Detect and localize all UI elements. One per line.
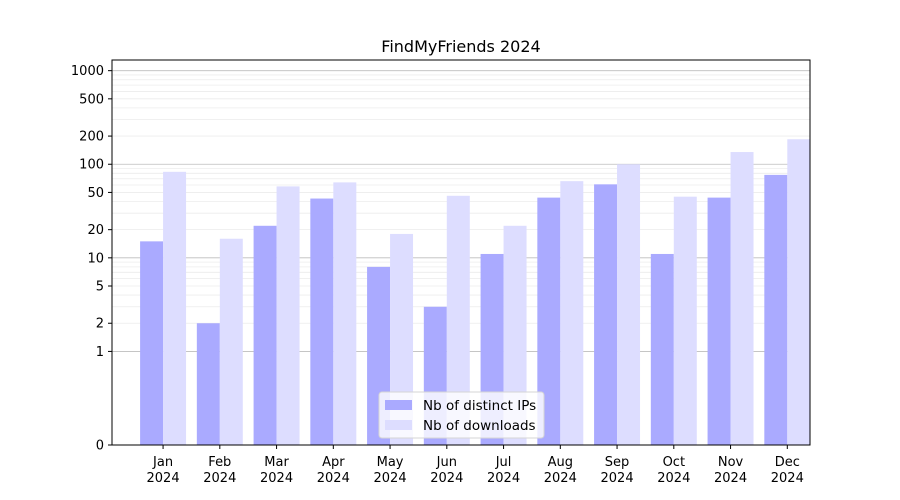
bar-downloads — [276, 186, 300, 445]
y-tick-label: 2 — [96, 317, 104, 332]
x-tick-label-month: Jan — [152, 455, 173, 470]
y-tick-label: 1 — [96, 345, 104, 360]
x-tick-label-month: Apr — [322, 455, 345, 470]
plot-frame — [111, 59, 811, 446]
x-tick-label-month: Feb — [208, 455, 231, 470]
y-tick-label: 100 — [79, 158, 104, 173]
x-tick-label-year: 2024 — [771, 471, 804, 486]
bar-downloads — [333, 182, 357, 445]
bar-distinct-ips — [140, 241, 164, 445]
chart-title: FindMyFriends 2024 — [381, 37, 540, 56]
y-tick-label: 1000 — [71, 64, 104, 79]
bars — [140, 139, 811, 445]
y-axis: 0 1 2 5 10 20 50 100 200 500 1000 — [71, 64, 112, 454]
x-tick-label-month: Jun — [436, 455, 457, 470]
x-tick-label-year: 2024 — [374, 471, 407, 486]
bar-downloads — [673, 196, 697, 445]
x-tick-label-month: Sep — [605, 455, 630, 470]
x-tick-label-year: 2024 — [260, 471, 293, 486]
bar-downloads — [730, 152, 754, 445]
bar-downloads — [787, 139, 811, 445]
y-tick-label: 500 — [79, 92, 104, 107]
x-tick-label-month: May — [377, 455, 404, 470]
legend-label: Nb of downloads — [423, 418, 536, 434]
x-tick-label-year: 2024 — [430, 471, 463, 486]
x-tick-label-year: 2024 — [714, 471, 747, 486]
x-tick-label-month: Nov — [718, 455, 744, 470]
x-tick-label-year: 2024 — [657, 471, 690, 486]
x-tick-label-year: 2024 — [147, 471, 180, 486]
bar-distinct-ips — [707, 197, 731, 445]
bar-distinct-ips — [537, 197, 561, 445]
bar-downloads — [446, 195, 470, 445]
bar-distinct-ips — [764, 174, 788, 445]
bar-distinct-ips — [594, 184, 618, 445]
y-tick-label: 50 — [87, 186, 104, 201]
bar-downloads — [503, 225, 527, 445]
legend-box — [378, 391, 545, 439]
bar-distinct-ips — [253, 225, 277, 445]
x-tick-label-year: 2024 — [317, 471, 350, 486]
x-tick-label-year: 2024 — [544, 471, 577, 486]
y-tick-label: 5 — [96, 280, 104, 295]
bar-distinct-ips — [650, 253, 674, 445]
y-tick-label: 0 — [96, 439, 104, 454]
bar-downloads — [560, 181, 584, 445]
x-tick-label-year: 2024 — [601, 471, 634, 486]
x-tick-label-month: Aug — [548, 455, 573, 470]
legend: Nb of distinct IPs Nb of downloads — [378, 391, 545, 439]
y-tick-label: 20 — [87, 223, 104, 238]
x-tick-label-year: 2024 — [487, 471, 520, 486]
bar-downloads — [617, 164, 641, 445]
x-tick-label-month: Mar — [264, 455, 289, 470]
bar-downloads — [163, 171, 187, 445]
x-tick-label-year: 2024 — [203, 471, 236, 486]
bar-distinct-ips — [196, 323, 220, 445]
x-axis: Jan2024Feb2024Mar2024Apr2024May2024Jun20… — [147, 445, 804, 486]
legend-swatch — [385, 400, 412, 410]
legend-swatch — [385, 420, 412, 430]
bar-distinct-ips — [310, 198, 334, 445]
x-tick-label-month: Dec — [775, 455, 800, 470]
x-tick-label-month: Jul — [495, 455, 512, 470]
y-tick-label: 10 — [87, 251, 104, 266]
x-tick-label-month: Oct — [663, 455, 685, 470]
y-tick-label: 200 — [79, 130, 104, 145]
legend-label: Nb of distinct IPs — [423, 398, 536, 414]
bar-downloads — [219, 238, 243, 445]
